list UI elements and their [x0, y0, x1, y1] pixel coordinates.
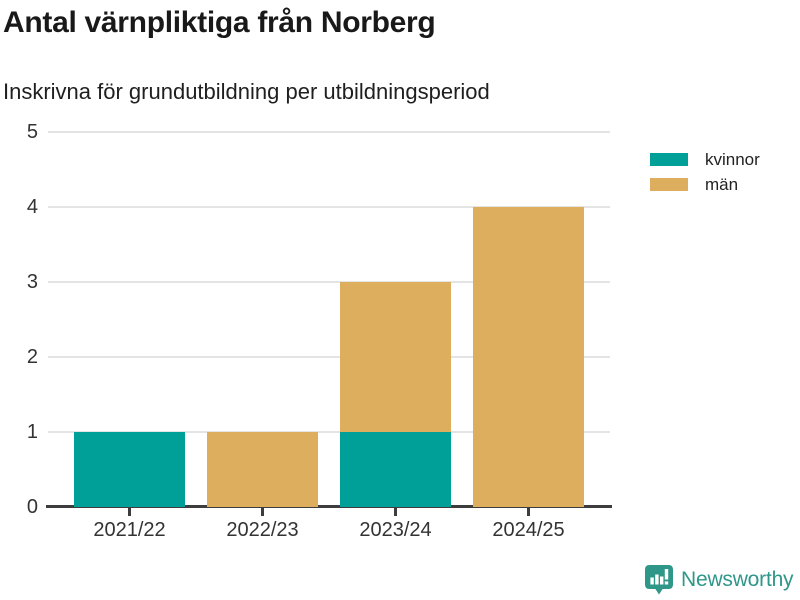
gridline-y3 — [48, 281, 610, 283]
x-tick-mark — [128, 508, 131, 516]
x-axis-line — [46, 505, 612, 508]
legend-item-kvinnor: kvinnor — [650, 147, 760, 172]
legend-item-män: män — [650, 172, 760, 197]
bar-2024/25-män — [473, 207, 584, 507]
chart-subtitle: Inskrivna för grundutbildning per utbild… — [3, 79, 490, 104]
newsworthy-brand-link[interactable]: Newsworthy — [644, 564, 794, 596]
newsworthy-wordmark: Newsworthy — [681, 568, 794, 591]
chart-title: Antal värnpliktiga från Norberg — [3, 6, 436, 39]
bar-2021/22-kvinnor — [74, 432, 185, 507]
x-tick-label: 2022/23 — [226, 519, 299, 541]
bar-2023/24-män — [340, 282, 451, 432]
legend-swatch-män — [650, 178, 688, 191]
legend-label: män — [705, 174, 739, 194]
bar-2022/23-män — [207, 432, 318, 507]
x-tick-mark — [394, 508, 397, 516]
newsworthy-logo-icon — [644, 564, 674, 596]
x-tick-label: 2021/22 — [93, 519, 166, 541]
x-tick-label: 2024/25 — [492, 519, 565, 541]
legend-label: kvinnor — [705, 149, 760, 169]
legend-swatch-kvinnor — [650, 153, 688, 166]
y-tick-label: 0 — [26, 496, 38, 518]
x-tick-mark — [261, 508, 264, 516]
y-tick-label: 4 — [26, 196, 38, 218]
legend: kvinnor män — [650, 147, 760, 197]
y-tick-label: 2 — [26, 346, 38, 368]
x-tick-mark — [527, 508, 530, 516]
y-tick-label: 1 — [26, 421, 38, 443]
gridline-y5 — [48, 131, 610, 133]
bar-2023/24-kvinnor — [340, 432, 451, 507]
y-tick-label: 5 — [26, 121, 38, 143]
gridline-y2 — [48, 356, 610, 358]
gridline-y1 — [48, 431, 610, 433]
gridline-y4 — [48, 206, 610, 208]
y-tick-label: 3 — [26, 271, 38, 293]
x-tick-label: 2023/24 — [359, 519, 432, 541]
